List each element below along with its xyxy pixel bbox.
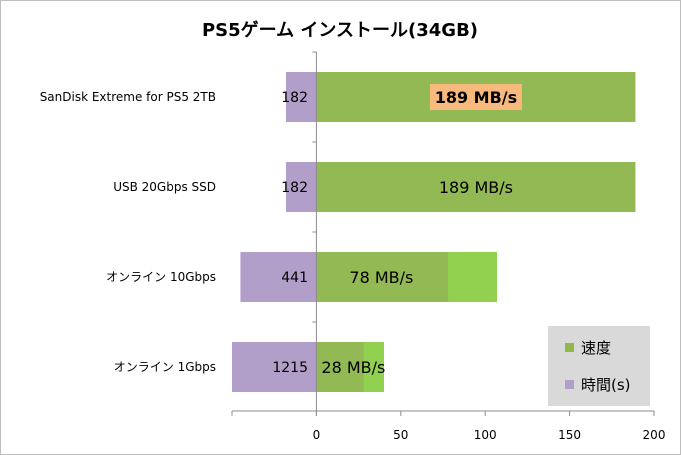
time-bar-3 — [232, 342, 317, 392]
speed-label-highlight — [429, 84, 522, 110]
x-tick-label-2: 100 — [474, 428, 497, 442]
legend-label-1: 時間(s) — [581, 376, 631, 394]
category-label-3: オンライン 1Gbps — [114, 360, 216, 374]
axis-layer: SanDisk Extreme for PS5 2TB USB 20Gbps SS… — [40, 51, 666, 442]
category-label-0: SanDisk Extreme for PS5 2TB — [40, 90, 216, 104]
speed-label-1: 189 MB/s — [439, 178, 513, 197]
legend-box — [548, 326, 650, 406]
category-label-2: オンライン 10Gbps — [106, 270, 216, 284]
speed-overlay-3 — [363, 342, 384, 392]
time-label-2: 441 — [281, 270, 308, 286]
time-label-0: 182 — [281, 90, 308, 106]
time-label-3: 1215 — [272, 360, 308, 376]
x-tick-label-3: 150 — [558, 428, 581, 442]
speed-label-0: 189 MB/s — [435, 88, 517, 107]
x-tick-label-0: 0 — [313, 428, 321, 442]
time-bar-2 — [240, 252, 317, 302]
speed-bar-1 — [316, 162, 636, 212]
legend-label-0: 速度 — [581, 339, 611, 357]
time-label-1: 182 — [281, 180, 308, 196]
legend-swatch-0 — [565, 343, 574, 352]
time-bar-0 — [286, 72, 317, 122]
legend-swatch-1 — [565, 380, 574, 389]
time-bar-1 — [286, 162, 317, 212]
chart-title: PS5ゲーム インストール(34GB) — [202, 19, 478, 41]
x-tick-label-1: 50 — [393, 428, 408, 442]
speed-label-2: 78 MB/s — [349, 268, 413, 287]
speed-label-3: 28 MB/s — [321, 358, 385, 377]
speed-overlay-2 — [448, 252, 498, 302]
bars-layer: 182 189 MB/s 182 189 MB/s 441 78 MB/s 1215 28 M… — [232, 72, 636, 392]
x-tick-label-4: 200 — [643, 428, 666, 442]
category-label-1: USB 20Gbps SSD — [113, 180, 216, 194]
